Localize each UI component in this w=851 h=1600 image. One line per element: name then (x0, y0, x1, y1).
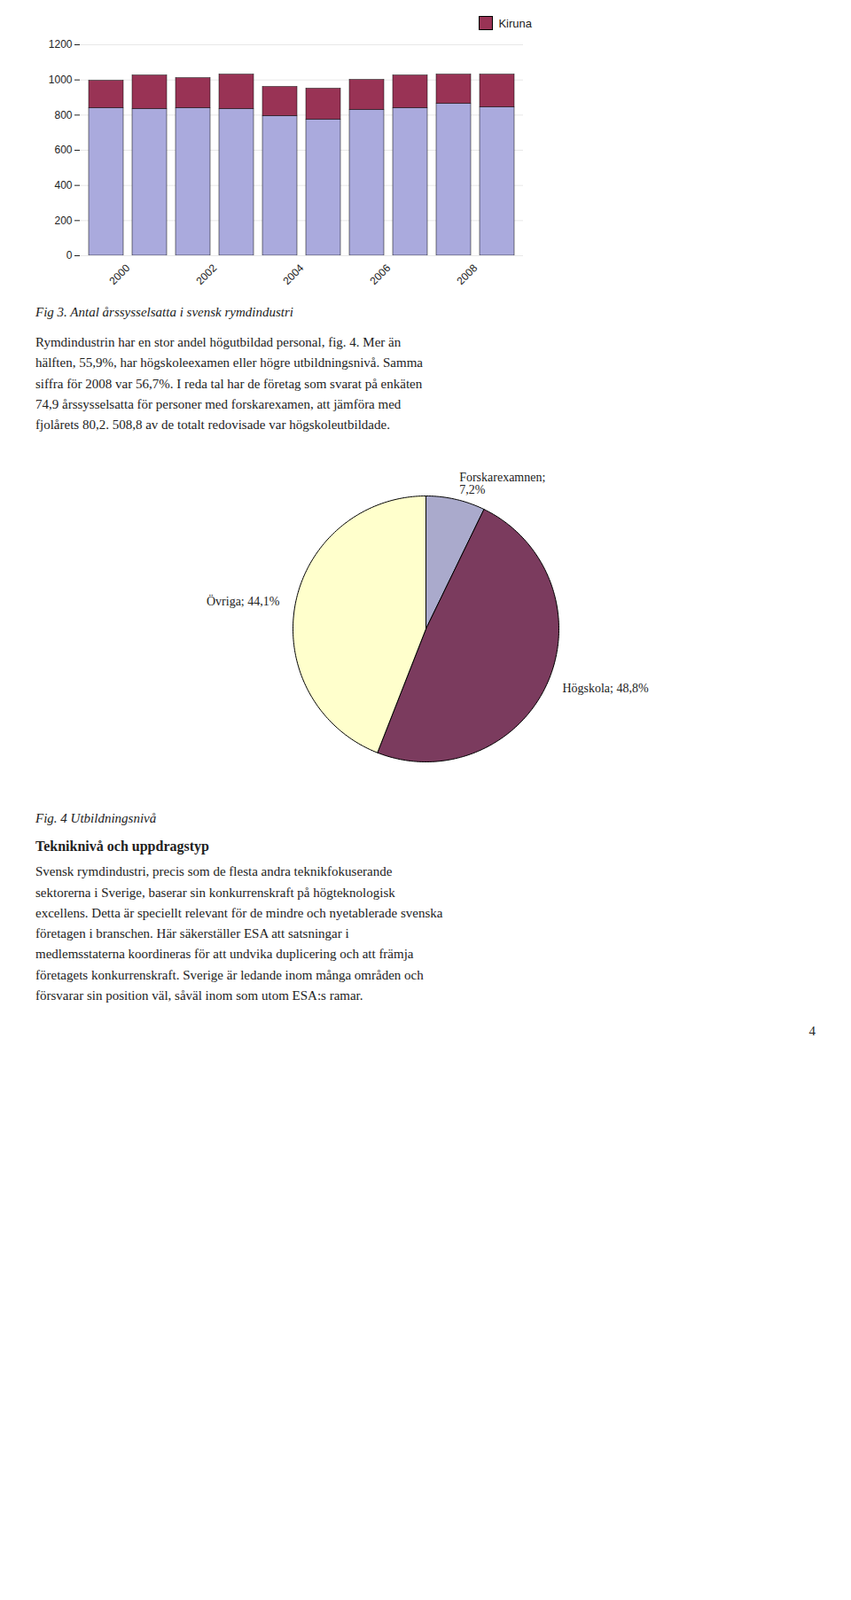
html-text:Fig. 4 Utbildningsnivå: Fig. 4 Utbildningsnivå (35, 811, 157, 826)
svg-text:800: 800 (54, 109, 72, 122)
html-text:Svensk rymdindustri, precis so: Svensk rymdindustri, precis som de flest… (35, 864, 443, 1003)
svg-text:600: 600 (54, 143, 72, 157)
svg-text:400: 400 (54, 179, 72, 192)
html-text:Tekniknivå och uppdragstyp: Tekniknivå och uppdragstyp (35, 838, 210, 854)
svg-text:200: 200 (54, 214, 72, 227)
html-text:Kiruna: Kiruna (498, 16, 532, 30)
svg-text:Övriga; 44,1%: Övriga; 44,1% (206, 593, 281, 609)
svg-text:1200: 1200 (48, 38, 73, 51)
svg-text:2006: 2006 (367, 261, 394, 288)
svg-text:Högskola; 48,8%: Högskola; 48,8% (562, 682, 649, 696)
svg-text:1000: 1000 (48, 73, 73, 86)
html-text:Rymdindustrin har en stor ande: Rymdindustrin har en stor andel högutbil… (35, 335, 423, 432)
svg-text:2002: 2002 (194, 261, 220, 288)
svg-text:Forskarexamnen;7,2%: Forskarexamnen;7,2% (459, 471, 546, 498)
svg-text:2004: 2004 (281, 261, 307, 288)
svg-text:0: 0 (66, 249, 73, 262)
html-text:Fig 3. Antal årssysselsatta i: Fig 3. Antal årssysselsatta i svensk rym… (35, 304, 294, 320)
html-text:4: 4 (808, 1023, 816, 1039)
svg-text:2008: 2008 (454, 261, 481, 288)
svg-text:2000: 2000 (107, 261, 133, 288)
